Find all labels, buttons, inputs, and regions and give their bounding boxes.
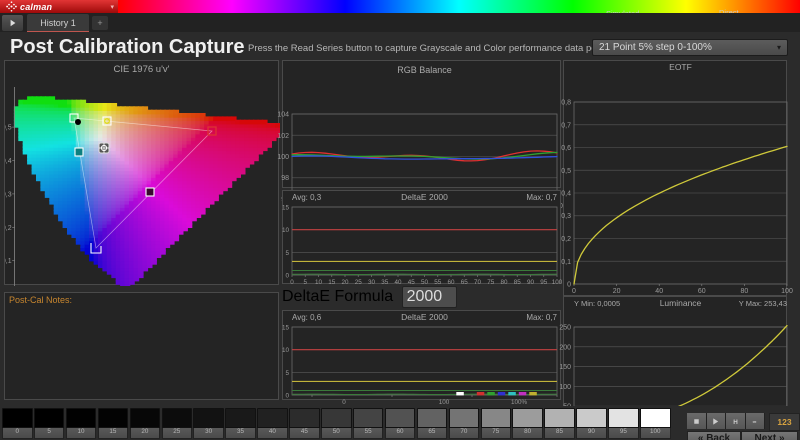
svg-text:H: H — [733, 418, 738, 425]
svg-text:5: 5 — [285, 370, 289, 377]
svg-text:70: 70 — [474, 279, 482, 286]
svg-text:75: 75 — [487, 279, 495, 286]
svg-text:25: 25 — [355, 279, 363, 286]
svg-text:DeltaE 2000: DeltaE 2000 — [401, 192, 448, 202]
svg-text:5: 5 — [303, 279, 307, 286]
svg-text:90: 90 — [527, 279, 535, 286]
svg-text:Y Min: 0,0005: Y Min: 0,0005 — [574, 299, 620, 308]
svg-text:250: 250 — [559, 325, 571, 332]
svg-text:200: 200 — [559, 344, 571, 351]
svg-text:10: 10 — [282, 227, 290, 234]
svg-text:RGB Balance: RGB Balance — [397, 65, 452, 75]
svg-text:Max: 0,7: Max: 0,7 — [526, 193, 557, 202]
svg-text:60: 60 — [447, 279, 455, 286]
svg-text:80: 80 — [741, 288, 749, 295]
svg-text:0,2: 0,2 — [5, 225, 12, 232]
svg-text:5: 5 — [285, 250, 289, 257]
svg-text:20: 20 — [613, 288, 621, 295]
svg-text:0,4: 0,4 — [5, 158, 12, 165]
svg-text:0,4: 0,4 — [561, 191, 571, 198]
svg-text:15: 15 — [282, 205, 290, 212]
svg-text:10: 10 — [282, 347, 290, 354]
svg-text:35: 35 — [381, 279, 389, 286]
svg-text:100: 100 — [552, 279, 563, 286]
svg-text:15: 15 — [282, 325, 290, 332]
svg-text:65: 65 — [461, 279, 469, 286]
svg-text:40: 40 — [655, 288, 663, 295]
svg-text:0,1: 0,1 — [561, 259, 571, 266]
svg-text:100%: 100% — [511, 399, 528, 406]
svg-text:95: 95 — [540, 279, 548, 286]
svg-text:85: 85 — [514, 279, 522, 286]
svg-text:0: 0 — [572, 288, 576, 295]
svg-text:55: 55 — [434, 279, 442, 286]
svg-text:0,7: 0,7 — [561, 122, 571, 129]
svg-text:98: 98 — [281, 175, 289, 182]
svg-text:15: 15 — [328, 279, 336, 286]
svg-text:0,3: 0,3 — [5, 191, 12, 198]
svg-text:45: 45 — [408, 279, 416, 286]
svg-text:Max: 0,7: Max: 0,7 — [526, 313, 557, 322]
svg-text:100: 100 — [559, 384, 571, 391]
svg-text:20: 20 — [341, 279, 349, 286]
svg-text:10: 10 — [315, 279, 323, 286]
svg-text:102: 102 — [277, 133, 289, 140]
svg-text:0: 0 — [342, 399, 346, 406]
svg-text:0: 0 — [290, 279, 294, 286]
svg-text:0: 0 — [567, 282, 571, 289]
svg-text:40: 40 — [394, 279, 402, 286]
svg-text:80: 80 — [500, 279, 508, 286]
svg-text:Avg: 0,6: Avg: 0,6 — [292, 313, 322, 322]
svg-text:0,5: 0,5 — [5, 125, 12, 132]
svg-text:30: 30 — [368, 279, 376, 286]
svg-text:50: 50 — [421, 279, 429, 286]
svg-text:Y Max: 253,43: Y Max: 253,43 — [739, 299, 787, 308]
svg-text:0: 0 — [285, 393, 289, 400]
svg-text:0,2: 0,2 — [561, 236, 571, 243]
svg-text:100: 100 — [439, 399, 450, 406]
svg-text:0,6: 0,6 — [561, 145, 571, 152]
svg-text:Avg: 0,3: Avg: 0,3 — [292, 193, 322, 202]
svg-text:60: 60 — [698, 288, 706, 295]
svg-text:Luminance: Luminance — [660, 298, 702, 308]
svg-text:150: 150 — [559, 364, 571, 371]
svg-text:∞: ∞ — [753, 419, 757, 425]
svg-text:0,1: 0,1 — [5, 258, 12, 265]
svg-text:100: 100 — [277, 154, 289, 161]
svg-text:104: 104 — [277, 112, 289, 119]
svg-text:DeltaE 2000: DeltaE 2000 — [401, 312, 448, 322]
svg-text:0: 0 — [285, 273, 289, 280]
svg-text:0,3: 0,3 — [561, 213, 571, 220]
svg-text:0,8: 0,8 — [561, 100, 571, 107]
svg-text:EOTF: EOTF — [669, 62, 692, 72]
svg-text:100: 100 — [781, 288, 793, 295]
svg-text:0,5: 0,5 — [561, 168, 571, 175]
